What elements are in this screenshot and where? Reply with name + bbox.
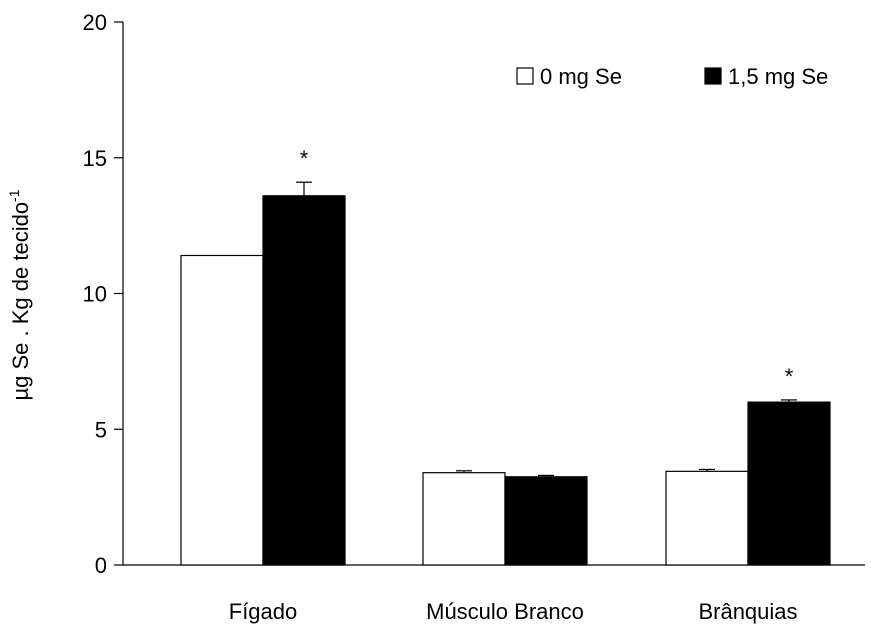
y-tick-label: 15	[83, 146, 107, 171]
y-tick-label: 0	[95, 553, 107, 578]
y-axis-title-superscript: -1	[6, 189, 22, 202]
bar-control	[180, 254, 264, 566]
x-category-label: Músculo Branco	[426, 599, 584, 624]
y-tick-label: 5	[95, 417, 107, 442]
bar-control	[665, 470, 749, 566]
significance-marker: *	[300, 146, 309, 171]
labels-group: 0 5 10 15 20 Fígado * Músculo Branco Brânquias *	[83, 10, 798, 624]
bar-treated	[747, 401, 831, 566]
bar-control	[422, 472, 506, 566]
legend-label: 0 mg Se	[540, 64, 622, 89]
significance-marker: *	[785, 364, 794, 389]
y-tick-label: 10	[83, 282, 107, 307]
legend-swatch-control	[516, 67, 534, 85]
y-tick-label: 20	[83, 10, 107, 35]
y-axis-title-text: µg Se . Kg de tecido	[8, 202, 33, 401]
bar-treated	[504, 476, 588, 566]
x-category-label: Fígado	[229, 599, 298, 624]
bar-treated	[262, 195, 346, 566]
bars-group	[180, 181, 831, 566]
y-axis-title: µg Se . Kg de tecido-1	[6, 189, 33, 400]
legend-label: 1,5 mg Se	[728, 64, 828, 89]
legend-swatch-treated	[704, 67, 722, 85]
x-category-label: Brânquias	[698, 599, 797, 624]
legend: 0 mg Se 1,5 mg Se	[516, 64, 828, 89]
